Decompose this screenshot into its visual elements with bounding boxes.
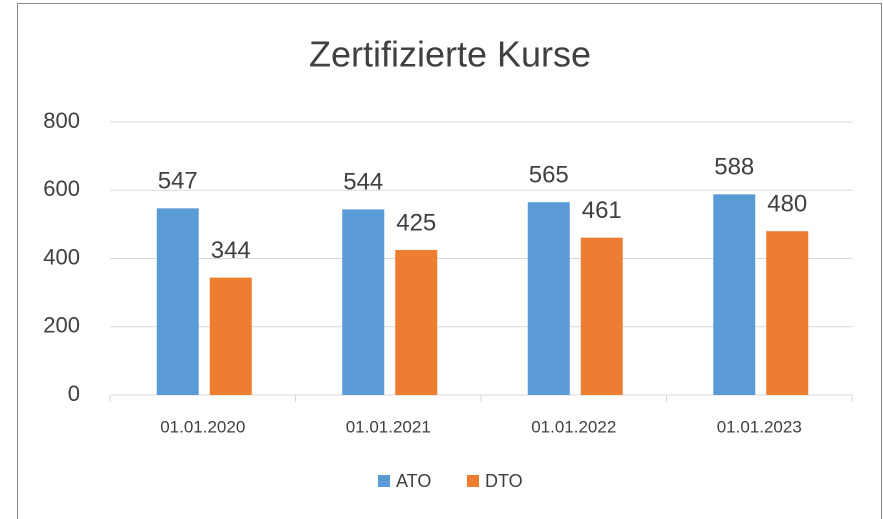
legend-swatch <box>378 475 390 487</box>
data-label: 344 <box>211 237 251 264</box>
data-label: 480 <box>767 191 807 218</box>
data-label: 547 <box>158 168 198 195</box>
bar <box>395 249 438 395</box>
legend-label: ATO <box>396 471 431 491</box>
bar <box>766 231 809 395</box>
y-tick-label: 600 <box>43 176 80 201</box>
data-label: 588 <box>714 154 754 181</box>
x-tick-label: 01.01.2020 <box>160 417 245 436</box>
y-tick-label: 200 <box>43 313 80 338</box>
bar <box>342 209 385 395</box>
x-tick-label: 01.01.2021 <box>346 417 431 436</box>
y-tick-label: 800 <box>43 108 80 133</box>
y-tick-label: 400 <box>43 244 80 269</box>
chart-title: Zertifizierte Kurse <box>309 34 591 75</box>
bar <box>209 277 252 395</box>
legend-label: DTO <box>485 471 523 491</box>
data-label: 461 <box>582 197 622 224</box>
bar <box>580 237 623 395</box>
legend-swatch <box>467 475 479 487</box>
bar <box>527 202 570 395</box>
data-label: 425 <box>396 209 436 236</box>
y-tick-label: 0 <box>68 381 80 406</box>
x-tick-label: 01.01.2023 <box>717 417 802 436</box>
data-label: 565 <box>529 162 569 189</box>
data-label: 544 <box>343 169 383 196</box>
x-tick-label: 01.01.2022 <box>531 417 616 436</box>
bar <box>156 208 199 395</box>
bar <box>713 194 756 395</box>
